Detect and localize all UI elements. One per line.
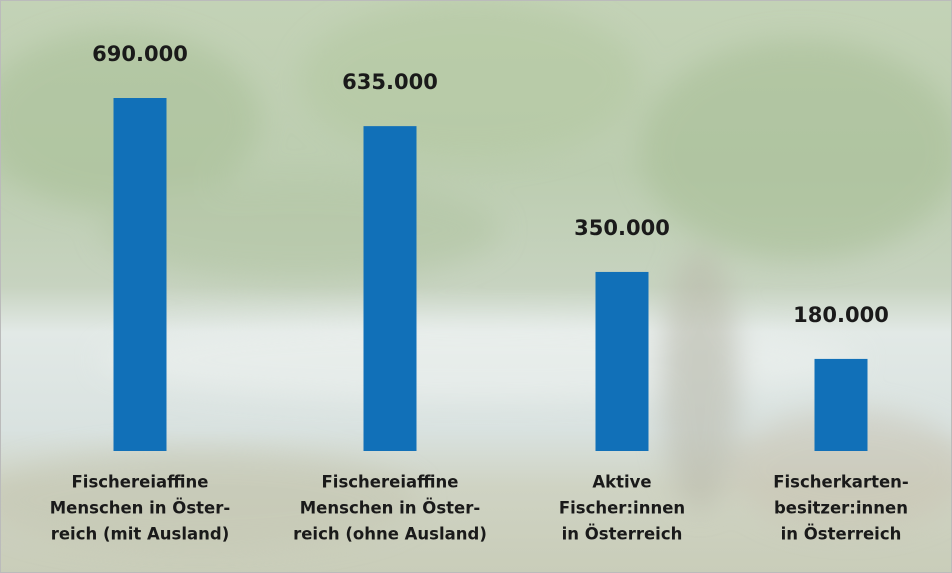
category-label: Menschen in Öster- <box>300 499 480 518</box>
chart: 690.000 Fischereiaffine Menschen in Öster-… <box>0 0 952 573</box>
category-label: in Österreich <box>781 525 902 544</box>
bar <box>815 359 868 451</box>
category-label: besitzer:innen <box>774 499 908 518</box>
bar <box>596 272 649 451</box>
bar <box>114 98 167 451</box>
page: {"chart_data": { "type": "bar", "categor… <box>0 0 952 573</box>
value-label: 635.000 <box>342 70 438 94</box>
category-label: Menschen in Öster- <box>50 499 230 518</box>
category-label: reich (mit Ausland) <box>51 525 230 544</box>
bar <box>364 126 417 451</box>
value-label: 690.000 <box>92 42 188 66</box>
category-label: Fischer:innen <box>559 499 685 518</box>
value-label: 180.000 <box>793 303 889 327</box>
category-label: Fischerkarten- <box>773 473 909 492</box>
value-label: 350.000 <box>574 216 670 240</box>
category-label: Fischereiaffine <box>322 473 459 492</box>
category-label: Fischereiaffine <box>72 473 209 492</box>
category-label: reich (ohne Ausland) <box>293 525 487 544</box>
category-label: in Österreich <box>562 525 683 544</box>
category-label: Aktive <box>592 473 651 492</box>
